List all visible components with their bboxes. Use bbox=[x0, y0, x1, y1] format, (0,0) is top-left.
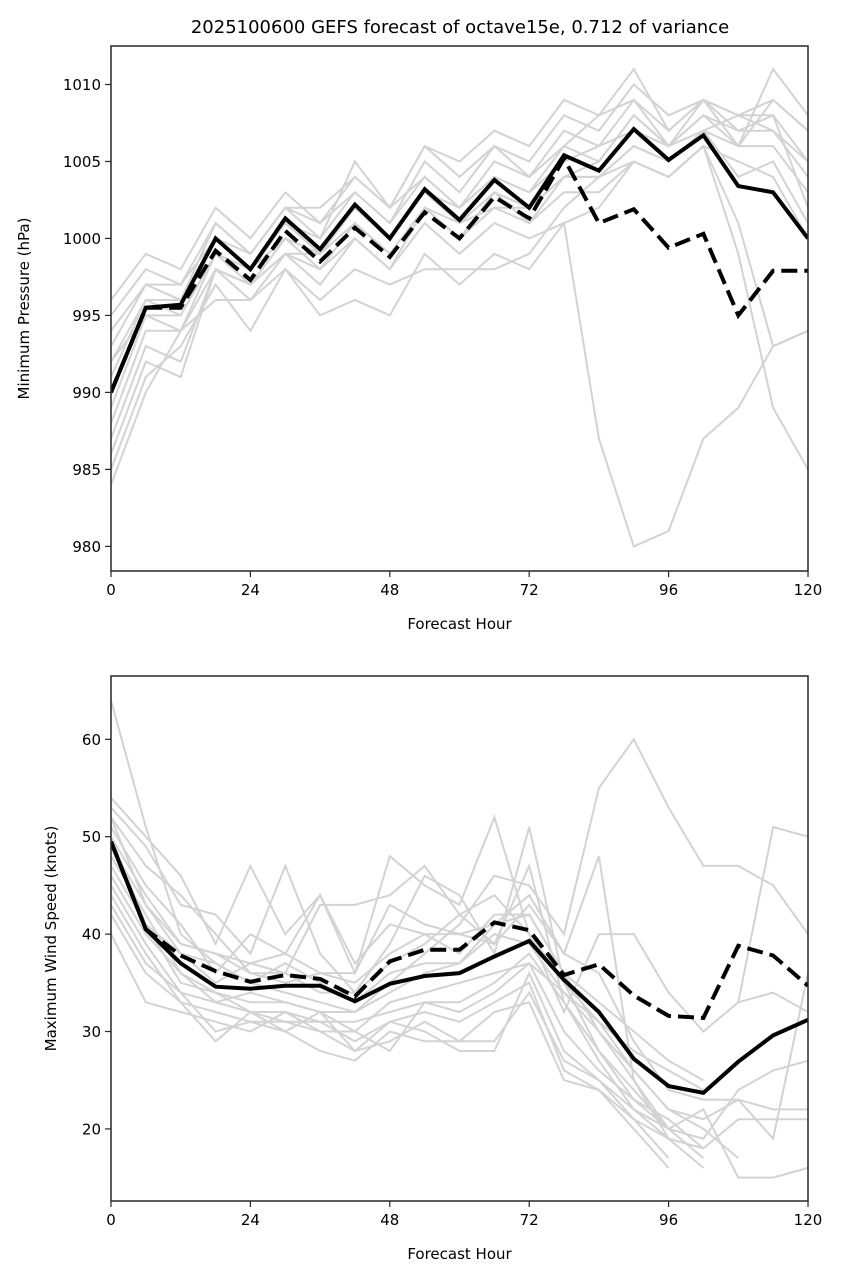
x-tick-label: 0 bbox=[106, 581, 116, 599]
wind-chart: 0 24 48 72 96 120 20 30 40 50 60 Forecast Hour Maxim… bbox=[42, 675, 823, 1263]
pressure-axes-frame bbox=[110, 45, 809, 572]
member-line-14 bbox=[111, 933, 705, 1150]
member-line-9 bbox=[111, 875, 808, 1140]
x-tick-label: 72 bbox=[520, 1211, 539, 1229]
x-tick-label: 120 bbox=[794, 1211, 823, 1229]
wind-y-axis-label: Maximum Wind Speed (knots) bbox=[42, 826, 60, 1052]
member-line-0 bbox=[111, 67, 808, 301]
solid-series-line bbox=[111, 840, 808, 1096]
x-tick-label: 72 bbox=[520, 581, 539, 599]
x-tick-label: 96 bbox=[659, 1211, 678, 1229]
y-tick-label: 50 bbox=[82, 828, 101, 846]
x-tick-label: 48 bbox=[380, 1211, 399, 1229]
pressure-plot-area bbox=[111, 67, 808, 548]
x-tick-label: 120 bbox=[794, 581, 823, 599]
solid-series-line bbox=[111, 126, 808, 394]
member-line-10 bbox=[111, 144, 808, 470]
member-line-4 bbox=[111, 826, 808, 1111]
y-tick-label: 40 bbox=[82, 926, 101, 944]
x-tick-label: 48 bbox=[380, 581, 399, 599]
member-line-11 bbox=[111, 894, 670, 1159]
member-line-8 bbox=[111, 865, 808, 1140]
member-line-15 bbox=[111, 836, 704, 1091]
pressure-x-axis-label: Forecast Hour bbox=[407, 615, 512, 633]
x-tick-label: 24 bbox=[241, 581, 260, 599]
x-tick-label: 0 bbox=[106, 1211, 116, 1229]
dashed-series-line bbox=[111, 840, 808, 1020]
y-tick-label: 985 bbox=[72, 461, 101, 479]
pressure-y-axis-label: Minimum Pressure (hPa) bbox=[15, 218, 33, 400]
member-line-1 bbox=[111, 83, 808, 317]
y-tick-label: 60 bbox=[82, 731, 101, 749]
member-line-5 bbox=[111, 836, 808, 1179]
member-line-16 bbox=[111, 816, 704, 1082]
member-line-8 bbox=[111, 144, 808, 439]
y-tick-label: 990 bbox=[72, 384, 101, 402]
member-line-7 bbox=[111, 855, 808, 1141]
y-tick-label: 1005 bbox=[63, 153, 101, 171]
member-line-11 bbox=[111, 129, 808, 486]
member-line-0 bbox=[111, 700, 808, 1014]
y-tick-label: 980 bbox=[72, 538, 101, 556]
y-tick-label: 995 bbox=[72, 307, 101, 325]
member-line-7 bbox=[111, 144, 808, 470]
y-tick-label: 1010 bbox=[63, 76, 101, 94]
x-tick-label: 24 bbox=[241, 1211, 260, 1229]
member-line-4 bbox=[111, 98, 808, 363]
dashed-series-line bbox=[111, 154, 808, 394]
y-tick-label: 20 bbox=[82, 1120, 101, 1138]
pressure-chart: 0 24 48 72 96 120 980 985 990 995 1000 1005 1010 Fore… bbox=[15, 45, 823, 633]
member-line-6 bbox=[111, 845, 808, 1150]
wind-axes-frame bbox=[110, 675, 809, 1202]
y-tick-label: 30 bbox=[82, 1023, 101, 1041]
member-line-13 bbox=[111, 914, 670, 1169]
member-line-9 bbox=[111, 221, 808, 548]
figure-title: 2025100600 GEFS forecast of octave15e, 0… bbox=[191, 17, 729, 38]
y-tick-label: 1000 bbox=[63, 230, 101, 248]
wind-x-axis-label: Forecast Hour bbox=[407, 1245, 512, 1263]
wind-plot-area bbox=[111, 700, 808, 1179]
x-tick-label: 96 bbox=[659, 581, 678, 599]
